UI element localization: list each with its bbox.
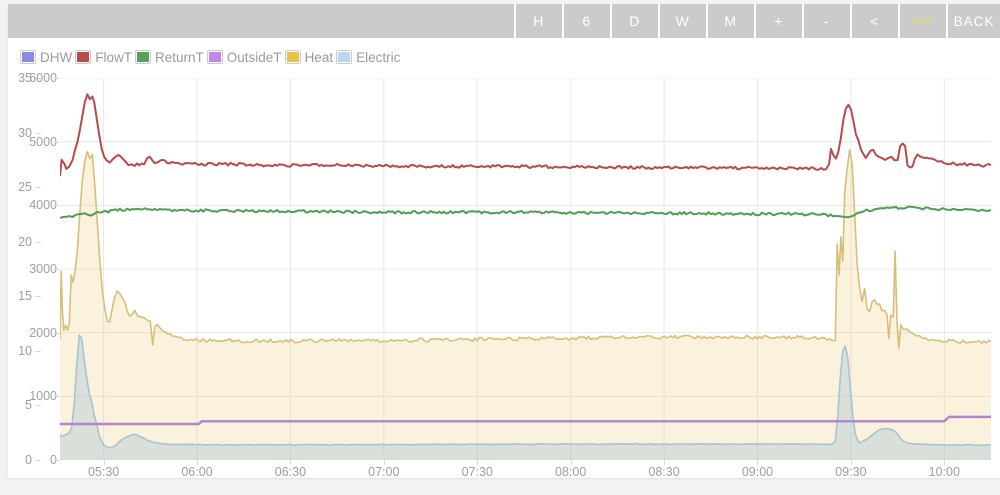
x-axis-label: 08:00 — [555, 465, 587, 479]
toolbar: H 6 D W M + - < >> BACK — [8, 4, 1000, 38]
x-axis-tick — [103, 460, 105, 465]
legend-item-outsidet[interactable]: OutsideT — [206, 49, 282, 65]
legend-swatch-flowt — [75, 50, 92, 64]
x-axis-tick — [570, 460, 572, 465]
x-axis-tick — [197, 460, 198, 465]
toolbar-button-m[interactable]: M — [706, 4, 754, 38]
legend-label-electric: Electric — [356, 49, 401, 65]
y-axis-power-label: 2000 — [29, 325, 57, 340]
x-axis-label: 06:00 — [181, 465, 213, 479]
y-axis-temp-label: 15 — [18, 289, 32, 304]
toolbar-button-6[interactable]: 6 — [562, 4, 610, 38]
legend-swatch-returnt — [135, 50, 151, 64]
x-axis-label: 10:00 — [928, 465, 960, 479]
legend-item-dhw[interactable]: DHW — [20, 50, 72, 65]
y-axis-temp-label: 10 — [18, 343, 32, 358]
y-axis-temp-tick — [35, 350, 41, 352]
y-axis-power-tick — [54, 141, 60, 143]
legend: DHW FlowT ReturnT OutsideT Heat Electric — [20, 48, 403, 66]
toolbar-button-[interactable]: + — [754, 4, 802, 38]
y-axis-power-tick — [54, 332, 60, 334]
x-axis-label: 07:30 — [461, 465, 493, 479]
toolbar-button-[interactable]: < — [850, 4, 898, 38]
x-axis-tick — [290, 460, 292, 465]
legend-swatch-electric — [336, 50, 353, 64]
y-axis-temp-label: 25 — [18, 180, 32, 195]
y-axis-temp-label: 5 — [25, 398, 32, 413]
y-axis-temp-label: 35 — [18, 71, 32, 85]
series-line-heat — [60, 149, 991, 350]
x-axis-tick — [477, 460, 479, 465]
x-axis-tick — [383, 460, 385, 465]
series-line-returnt — [60, 205, 991, 219]
y-axis-power-label: 1000 — [29, 389, 57, 404]
x-axis-tick — [757, 460, 759, 465]
legend-label-flowt: FlowT — [95, 49, 132, 65]
y-axis-temp-label: 20 — [18, 234, 32, 249]
x-axis-label: 07:00 — [368, 465, 400, 479]
y-axis-power-label: 0 — [16, 452, 57, 468]
legend-label-dhw: DHW — [40, 49, 73, 65]
legend-label-returnt: ReturnT — [155, 49, 204, 65]
legend-swatch-dhw — [20, 50, 36, 64]
plot-svg[interactable] — [60, 78, 991, 460]
y-axis-power-tick — [54, 396, 60, 398]
y-axis-power-tick — [54, 78, 60, 79]
x-axis-label: 06:30 — [274, 465, 307, 479]
series-line-flowt — [60, 93, 991, 177]
series-area-electric — [60, 334, 991, 460]
x-axis-tick — [850, 460, 852, 465]
y-axis-power-tick — [54, 460, 60, 461]
series-area-heat — [60, 149, 991, 460]
y-axis-power-tick — [54, 269, 60, 270]
y-axis-power-label: 4000 — [29, 198, 57, 213]
y-axis-temp-tick — [35, 241, 41, 243]
toolbar-button-d[interactable]: D — [610, 4, 658, 38]
y-axis-power-label: 6000 — [29, 71, 57, 85]
toolbar-button-[interactable]: - — [802, 4, 850, 38]
toolbar-button-w[interactable]: W — [658, 4, 706, 38]
legend-item-returnt[interactable]: ReturnT — [135, 50, 204, 65]
legend-swatch-heat — [284, 50, 301, 64]
y-axis-temp-tick — [35, 78, 41, 79]
legend-item-flowt[interactable]: FlowT — [75, 50, 132, 65]
legend-label-outsidet: OutsideT — [226, 49, 282, 65]
legend-item-heat[interactable]: Heat — [284, 49, 334, 65]
y-axis-temp-tick — [35, 187, 41, 189]
y-axis-temp-tick — [35, 405, 41, 407]
legend-item-electric[interactable]: Electric — [336, 50, 400, 65]
x-axis-label: 09:00 — [741, 465, 774, 479]
x-axis-tick — [944, 460, 946, 465]
y-axis-power-label: 5000 — [29, 134, 57, 149]
y-axis-temp-tick — [35, 132, 41, 134]
series-line-electric — [60, 334, 991, 449]
toolbar-button-back[interactable]: BACK — [946, 4, 1000, 38]
legend-swatch-outsidet — [206, 50, 223, 64]
y-axis-power-label: 3000 — [29, 262, 57, 276]
y-axis-temp-label: 0 — [25, 453, 32, 467]
legend-label-heat: Heat — [304, 49, 334, 65]
x-axis-label: 05:30 — [87, 465, 120, 479]
toolbar-button-h[interactable]: H — [514, 4, 562, 38]
x-axis-label: 08:30 — [648, 465, 680, 479]
x-axis-label: 09:30 — [835, 465, 867, 479]
toolbar-button-[interactable]: >> — [898, 4, 946, 38]
x-axis-tick — [664, 460, 666, 465]
y-axis-temp-tick — [35, 296, 41, 298]
series-line-outsidet — [60, 415, 991, 426]
y-axis-temp-label: 30 — [18, 125, 32, 140]
y-axis-power-tick — [54, 205, 60, 207]
chart-card: H 6 D W M + - < >> BACK DHW FlowT ReturnT OutsideT He… — [8, 4, 1000, 479]
y-axis-temp-tick — [35, 460, 41, 461]
